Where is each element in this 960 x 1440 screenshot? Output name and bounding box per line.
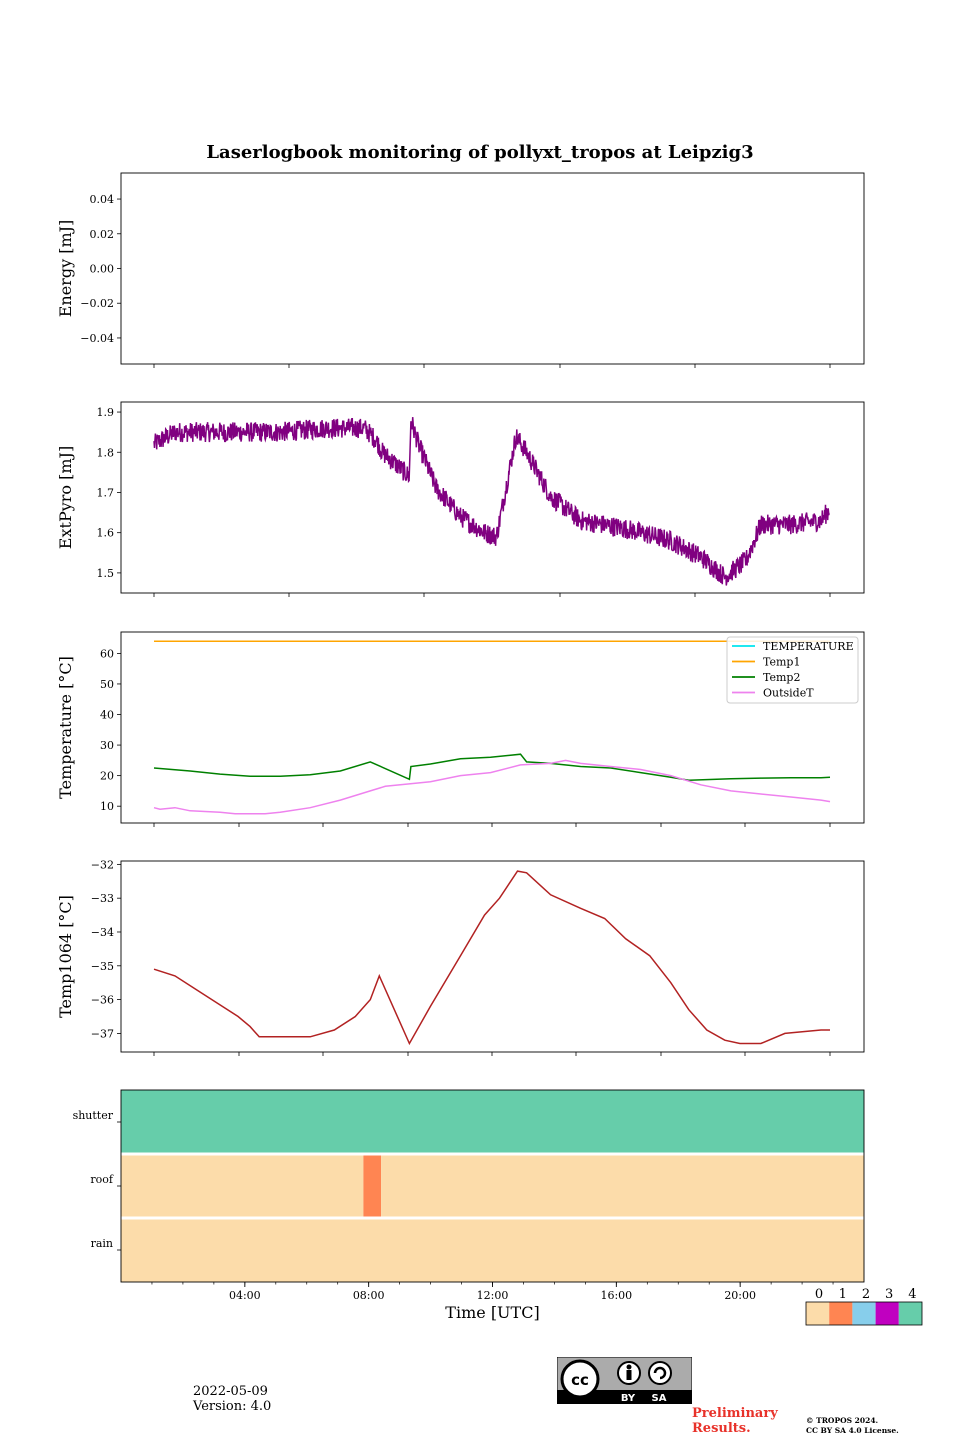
series-ExtPyro xyxy=(153,417,830,586)
colorbar-label-0: 0 xyxy=(815,1287,823,1302)
legend: TEMPERATURE Temp1 Temp2 OutsideT xyxy=(726,636,859,704)
colorbar-cell-2 xyxy=(852,1302,876,1325)
temperature-frame xyxy=(120,631,865,824)
energy-ytick-label: 0.00 xyxy=(90,263,115,276)
badge-sa-label: SA xyxy=(652,1393,667,1404)
flag-xtick-label: 20:00 xyxy=(724,1289,756,1302)
colorbar-cell-3 xyxy=(875,1302,899,1325)
temp1064-ytick-label: −33 xyxy=(91,892,114,905)
series-Temp1064 xyxy=(153,870,830,1046)
flags-xlabel: Time [UTC] xyxy=(445,1303,539,1322)
legend-label-Temp1: Temp1 xyxy=(763,656,800,669)
temp1064-ytick-label: −37 xyxy=(91,1027,114,1040)
colorbar-label-3: 3 xyxy=(885,1287,893,1302)
temperature-ytick-label: 60 xyxy=(100,647,114,660)
extpyro-ytick-label: 1.7 xyxy=(97,486,115,499)
energy-ytick-label: 0.02 xyxy=(90,228,115,241)
temperature-ytick-label: 20 xyxy=(100,770,114,783)
flag-roof-segment xyxy=(363,1155,382,1217)
temperature-ytick-label: 40 xyxy=(100,709,114,722)
energy-ytick-label: 0.04 xyxy=(90,193,115,206)
copyright-note: © TROPOS 2024. CC BY SA 4.0 License. xyxy=(806,1416,899,1436)
preliminary-line-1: Preliminary xyxy=(692,1406,778,1421)
preliminary-line-2: Results. xyxy=(692,1421,751,1436)
copyright-line-1: © TROPOS 2024. xyxy=(806,1416,879,1425)
panel-extpyro: 1.9 1.8 1.7 1.6 1.5 ExtPyro [mJ] xyxy=(56,401,865,597)
extpyro-ytick-label: 1.5 xyxy=(97,567,115,580)
flag-roof-segment xyxy=(381,1155,864,1217)
temp1064-ytick-label: −32 xyxy=(91,858,114,871)
temp1064-ytick-label: −34 xyxy=(91,926,114,939)
figure-title: Laserlogbook monitoring of pollyxt_tropo… xyxy=(206,142,753,163)
flag-xtick-label: 12:00 xyxy=(477,1289,509,1302)
flag-row-label-rain: rain xyxy=(91,1237,113,1250)
colorbar-cell-1 xyxy=(829,1302,853,1325)
temperature-ylabel: Temperature [°C] xyxy=(56,656,75,799)
legend-label-Temp2: Temp2 xyxy=(763,671,800,684)
series-OutsideT xyxy=(153,759,831,815)
cc-by-sa-badge: cc BY SA xyxy=(557,1357,692,1404)
extpyro-ytick-label: 1.6 xyxy=(97,527,115,540)
colorbar-cell-4 xyxy=(898,1302,922,1325)
flag-xtick-label: 16:00 xyxy=(600,1289,632,1302)
flag-xtick-label: 04:00 xyxy=(229,1289,261,1302)
preliminary-note: Preliminary Results. xyxy=(692,1406,778,1436)
energy-ytick-label: −0.02 xyxy=(80,297,114,310)
series-Temp2 xyxy=(153,753,831,781)
temp1064-ylabel: Temp1064 [°C] xyxy=(56,895,75,1018)
flag-roof-segment xyxy=(121,1155,364,1217)
extpyro-ytick-label: 1.8 xyxy=(97,446,115,459)
temp1064-ytick-label: −36 xyxy=(91,994,114,1007)
temp1064-ytick-label: −35 xyxy=(91,960,114,973)
panel-temp1064: −32 −33 −34 −35 −36 −37 Temp1064 [°C] xyxy=(56,858,865,1056)
colorbar-cell-0 xyxy=(806,1302,830,1325)
energy-frame xyxy=(120,172,865,365)
legend-label-TEMPERATURE: TEMPERATURE xyxy=(763,640,854,653)
flag-row-label-roof: roof xyxy=(90,1173,114,1186)
sa-icon xyxy=(648,1361,672,1385)
copyright-line-2: CC BY SA 4.0 License. xyxy=(806,1426,899,1435)
cc-icon xyxy=(560,1359,600,1399)
svg-text:cc: cc xyxy=(571,1371,589,1389)
footer-version: Version: 4.0 xyxy=(193,1399,272,1414)
colorbar-label-4: 4 xyxy=(908,1287,916,1302)
temperature-ytick-label: 50 xyxy=(100,678,114,691)
badge-by-label: BY xyxy=(621,1393,636,1404)
flag-rain-segment xyxy=(121,1219,864,1282)
flag-row-label-shutter: shutter xyxy=(73,1109,114,1122)
extpyro-ytick-label: 1.9 xyxy=(97,406,115,419)
energy-ylabel: Energy [mJ] xyxy=(56,220,75,318)
flag-shutter-segment xyxy=(121,1090,864,1153)
colorbar-frame xyxy=(805,1301,923,1326)
footer-date: 2022-05-09 xyxy=(193,1384,268,1399)
panel-energy: 0.04 0.02 0.00 −0.02 −0.04 Energy [mJ] xyxy=(56,172,865,368)
flag-xtick-label: 08:00 xyxy=(353,1289,385,1302)
colorbar-label-1: 1 xyxy=(839,1287,847,1302)
legend-box xyxy=(726,636,859,704)
temperature-ytick-label: 10 xyxy=(100,800,114,813)
colorbar-label-2: 2 xyxy=(862,1287,870,1302)
temperature-ytick-label: 30 xyxy=(100,739,114,752)
extpyro-frame xyxy=(120,401,865,594)
extpyro-ylabel: ExtPyro [mJ] xyxy=(56,446,75,549)
legend-label-OutsideT: OutsideT xyxy=(763,687,814,700)
energy-ytick-label: −0.04 xyxy=(80,332,114,345)
temp1064-frame xyxy=(120,860,865,1053)
